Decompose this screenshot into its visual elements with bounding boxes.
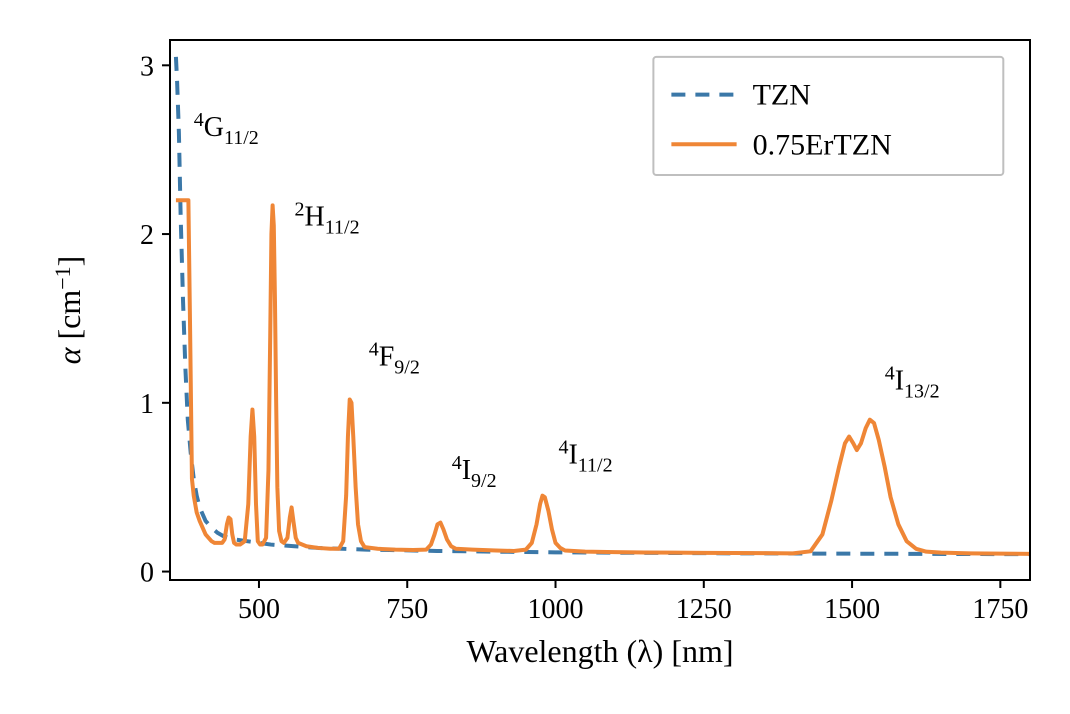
y-tick-label: 2	[140, 220, 154, 251]
x-tick-label: 750	[386, 594, 428, 625]
legend-label-ertzn: 0.75ErTZN	[753, 128, 892, 161]
peak-label-g112: 4G11/2	[194, 109, 259, 149]
y-axis-label: α [cm−1]	[50, 256, 87, 365]
x-tick-label: 1250	[676, 594, 732, 625]
y-tick-label: 0	[140, 558, 154, 589]
legend-label-tzn: TZN	[753, 79, 811, 112]
peak-label-i132: 4I13/2	[885, 362, 940, 402]
absorption-spectrum-chart: 500 750 1000 1250 1500 1750 0 1 2 3 Wavelength (λ)…	[0, 0, 1070, 714]
y-tick-label: 1	[140, 389, 154, 420]
x-tick-label: 1000	[528, 594, 584, 625]
x-axis-label: Wavelength (λ) [nm]	[466, 633, 733, 669]
x-tick-label: 1500	[824, 594, 880, 625]
x-tick-label: 500	[238, 594, 280, 625]
peak-label-i92: 4I9/2	[452, 452, 497, 492]
x-tick-label: 1750	[972, 594, 1028, 625]
peak-label-f92: 4F9/2	[369, 339, 420, 379]
peak-label-h112: 2H11/2	[295, 199, 360, 239]
y-tick-label: 3	[140, 51, 154, 82]
peak-label-i112: 4I11/2	[558, 437, 612, 477]
